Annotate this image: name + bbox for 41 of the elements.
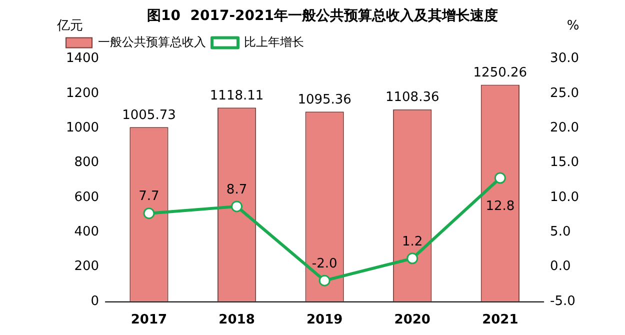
y2-tick-label: 5.0 [550,224,571,240]
y-tick-label: 600 [74,190,100,205]
y2-tick-label: 25.0 [550,86,580,101]
y-axis-title: 亿元 [56,18,83,34]
y2-tick-label: 10.0 [550,190,580,205]
legend-label: 比上年增长 [244,34,304,49]
data-label: 1.2 [402,234,423,250]
y2-tick-label: 20.0 [550,120,580,136]
y2-tick-label: 15.0 [550,155,580,170]
x-tick-label: 2019 [306,312,343,328]
point [318,274,330,286]
x-tick-label: 2020 [394,312,430,328]
data-label: 1118.11 [210,88,264,104]
data-label: 1250.26 [473,66,528,81]
y-tick-label: 1400 [66,51,100,66]
y-tick-label: 1200 [66,86,100,101]
point [143,208,155,220]
point [406,252,418,264]
y-tick-label: 800 [74,155,100,170]
point [494,172,506,184]
x-tick-label: 2017 [130,312,168,328]
y2-tick-label: 30.0 [550,51,580,66]
chart-title: 图10 2017-2021年一般公共预算总收入及其增长速度 [147,7,498,24]
y2-tick-label: 0.0 [550,259,571,274]
y-tick-label: 1000 [66,120,100,136]
data-label: 7.7 [138,189,160,204]
y2-tick-label: -5.0 [550,294,576,309]
legend-label: 一般公共预算总收入 [98,34,206,49]
data-label: -2.0 [312,256,338,272]
y-tick-label: 200 [74,259,100,274]
x-tick-label: 2018 [218,312,255,328]
point [231,200,243,212]
x-tick-label: 2021 [482,312,518,328]
data-label: 8.7 [226,182,248,198]
y-tick-label: 0 [90,294,100,309]
y-tick-label: 400 [74,224,100,240]
data-label: 12.8 [486,198,515,214]
y2-axis-title: % [566,18,580,34]
data-label: 1095.36 [298,92,352,108]
data-label: 1005.73 [122,108,176,123]
data-label: 1108.36 [385,90,440,106]
